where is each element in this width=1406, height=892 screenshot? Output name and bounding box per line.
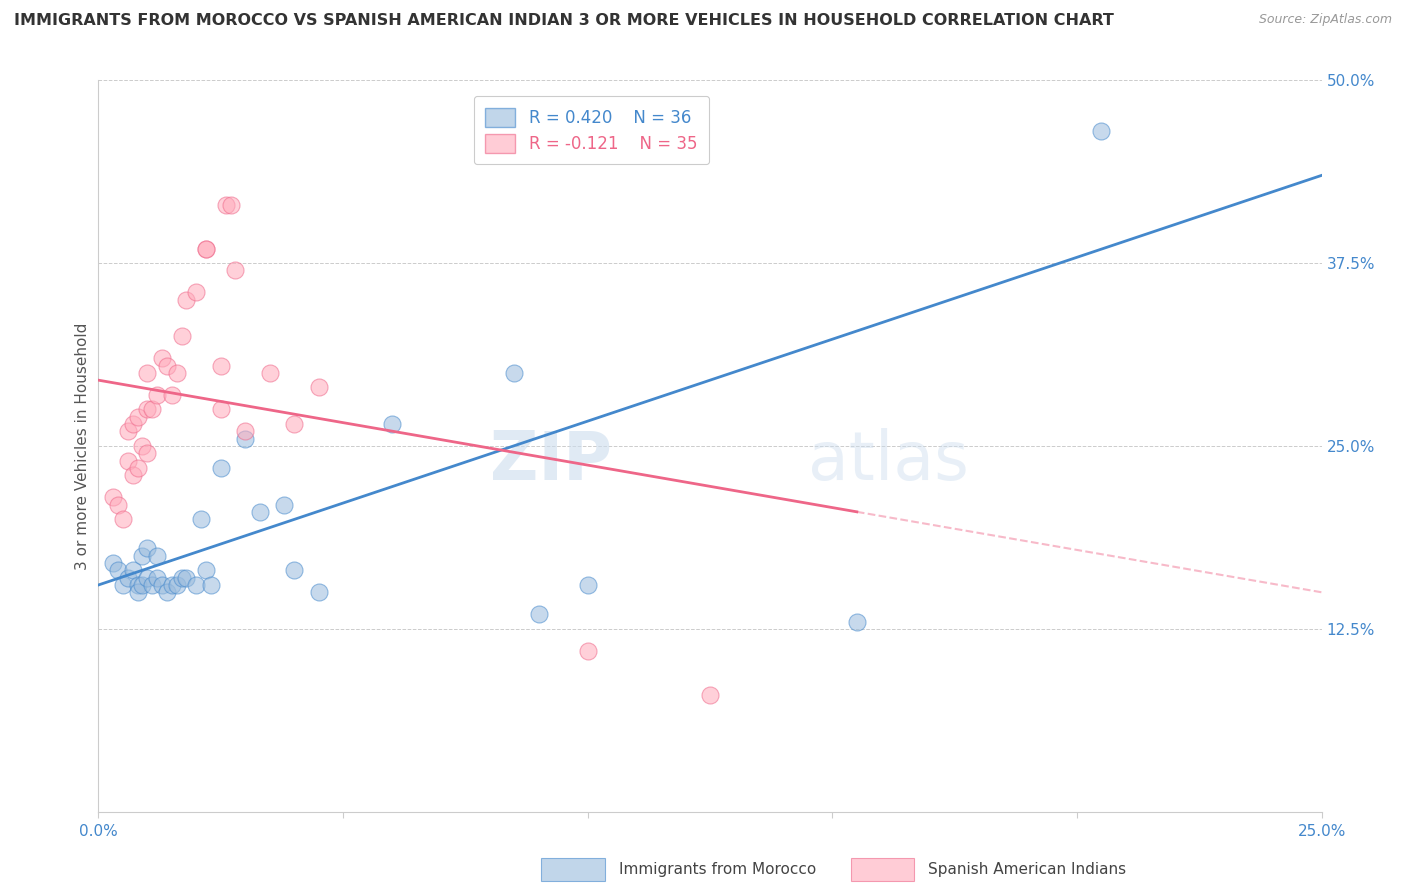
Point: [127, 461, 149, 475]
Point: [224, 263, 246, 277]
Point: [146, 571, 169, 585]
Point: [127, 585, 149, 599]
Point: [136, 402, 159, 417]
Text: Immigrants from Morocco: Immigrants from Morocco: [619, 863, 815, 877]
Point: [503, 366, 526, 380]
Point: [131, 549, 153, 563]
Text: Spanish American Indians: Spanish American Indians: [928, 863, 1126, 877]
Point: [136, 571, 159, 585]
Point: [117, 425, 139, 439]
Point: [150, 578, 173, 592]
Point: [101, 490, 124, 504]
Point: [259, 366, 281, 380]
Point: [283, 563, 305, 577]
Point: [308, 380, 330, 394]
Text: Source: ZipAtlas.com: Source: ZipAtlas.com: [1258, 13, 1392, 27]
Point: [576, 578, 599, 592]
Point: [131, 439, 153, 453]
Point: [308, 585, 330, 599]
Point: [1090, 124, 1112, 138]
Point: [136, 446, 159, 460]
Point: [176, 293, 198, 307]
Point: [381, 417, 404, 431]
Point: [136, 541, 159, 556]
Text: ZIP: ZIP: [491, 427, 612, 493]
Point: [141, 402, 163, 417]
Point: [107, 563, 129, 577]
Point: [166, 578, 188, 592]
Point: [146, 549, 169, 563]
Point: [195, 242, 218, 256]
Y-axis label: 3 or more Vehicles in Household: 3 or more Vehicles in Household: [75, 322, 90, 570]
Point: [233, 425, 256, 439]
Point: [101, 556, 124, 570]
Point: [186, 285, 208, 300]
Point: [121, 417, 143, 431]
Point: [121, 468, 143, 483]
Text: IMMIGRANTS FROM MOROCCO VS SPANISH AMERICAN INDIAN 3 OR MORE VEHICLES IN HOUSEHO: IMMIGRANTS FROM MOROCCO VS SPANISH AMERI…: [14, 13, 1114, 29]
Point: [166, 366, 188, 380]
Point: [127, 578, 149, 592]
Point: [195, 242, 218, 256]
Point: [111, 512, 134, 526]
Point: [214, 197, 236, 211]
Point: [219, 197, 242, 211]
Point: [107, 498, 129, 512]
Point: [249, 505, 271, 519]
Point: [576, 644, 599, 658]
Point: [170, 571, 193, 585]
Point: [121, 563, 143, 577]
Text: atlas: atlas: [808, 427, 969, 493]
Point: [170, 329, 193, 343]
Point: [127, 409, 149, 424]
Point: [209, 359, 232, 373]
Point: [527, 607, 550, 622]
Point: [200, 578, 222, 592]
Point: [190, 512, 212, 526]
Point: [186, 578, 208, 592]
Point: [160, 388, 183, 402]
Point: [845, 615, 868, 629]
Legend: R = 0.420    N = 36, R = -0.121    N = 35: R = 0.420 N = 36, R = -0.121 N = 35: [474, 96, 709, 164]
Point: [273, 498, 295, 512]
Point: [209, 461, 232, 475]
Point: [209, 402, 232, 417]
Point: [117, 453, 139, 467]
Point: [146, 388, 169, 402]
Point: [699, 688, 721, 702]
Point: [117, 571, 139, 585]
Point: [283, 417, 305, 431]
Point: [176, 571, 198, 585]
Point: [156, 359, 179, 373]
Point: [160, 578, 183, 592]
Point: [111, 578, 134, 592]
Point: [233, 432, 256, 446]
Point: [150, 351, 173, 366]
Point: [141, 578, 163, 592]
Point: [136, 366, 159, 380]
Point: [195, 563, 218, 577]
Point: [156, 585, 179, 599]
Point: [131, 578, 153, 592]
